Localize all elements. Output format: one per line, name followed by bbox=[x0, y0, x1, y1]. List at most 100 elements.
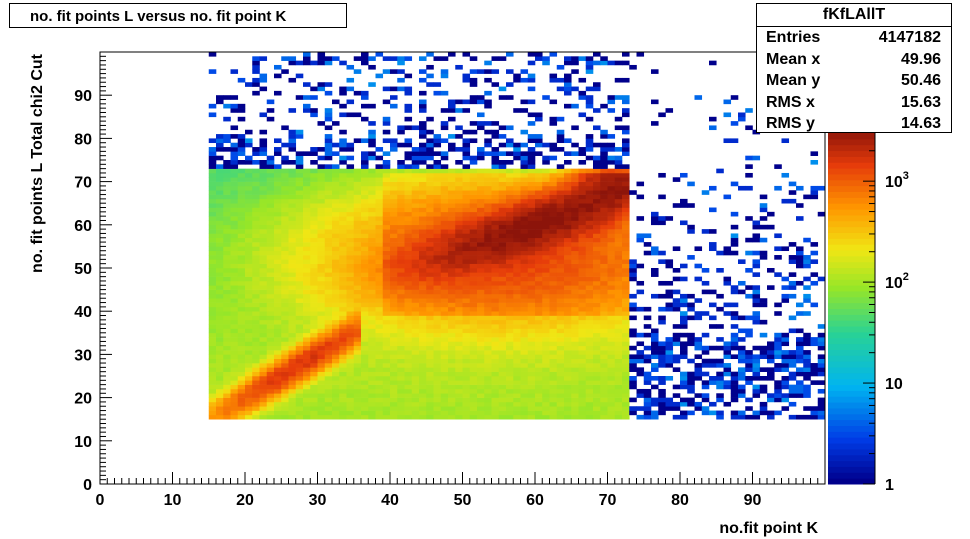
heatmap-cell bbox=[491, 276, 500, 282]
heatmap-cell bbox=[361, 350, 369, 355]
heatmap-cell bbox=[390, 255, 398, 260]
heatmap-cell bbox=[230, 319, 239, 325]
heatmap-cell bbox=[382, 99, 391, 105]
heatmap-cell bbox=[440, 172, 449, 178]
heatmap-cell bbox=[404, 224, 413, 230]
heatmap-cell bbox=[419, 216, 427, 221]
heatmap-cell bbox=[455, 207, 463, 213]
heatmap-cell bbox=[578, 289, 587, 295]
heatmap-cell bbox=[208, 185, 217, 191]
heatmap-cell bbox=[252, 190, 260, 195]
heatmap-cell bbox=[593, 293, 601, 299]
heatmap-cell bbox=[208, 280, 217, 286]
heatmap-cell bbox=[332, 280, 340, 286]
heatmap-cell bbox=[274, 406, 282, 411]
heatmap-cell bbox=[274, 190, 282, 195]
heatmap-cell bbox=[295, 164, 304, 169]
heatmap-cell bbox=[556, 337, 565, 342]
heatmap-cell bbox=[230, 324, 239, 329]
heatmap-cell bbox=[259, 203, 268, 208]
heatmap-cell bbox=[810, 185, 819, 191]
heatmap-cell bbox=[237, 246, 246, 252]
heatmap-cell bbox=[368, 393, 376, 398]
heatmap-cell bbox=[404, 315, 413, 321]
heatmap-cell bbox=[230, 388, 239, 394]
heatmap-cell bbox=[803, 259, 811, 264]
heatmap-cell bbox=[339, 216, 347, 221]
heatmap-cell bbox=[433, 203, 442, 208]
heatmap-cell bbox=[295, 190, 304, 195]
heatmap-cell bbox=[614, 276, 623, 282]
heatmap-cell bbox=[346, 371, 355, 377]
heatmap-cell bbox=[295, 185, 304, 191]
heatmap-cell bbox=[491, 263, 500, 269]
heatmap-cell bbox=[709, 363, 717, 368]
heatmap-cell bbox=[230, 203, 239, 208]
heatmap-cell bbox=[564, 276, 572, 282]
heatmap-cell bbox=[303, 181, 311, 187]
heatmap-cell bbox=[723, 384, 732, 390]
heatmap-cell bbox=[680, 263, 688, 269]
heatmap-cell bbox=[411, 268, 420, 273]
heatmap-cell bbox=[252, 246, 260, 252]
heatmap-cell bbox=[426, 190, 434, 195]
heatmap-cell bbox=[303, 358, 311, 364]
heatmap-cell bbox=[245, 272, 253, 277]
heatmap-cell bbox=[803, 341, 811, 347]
heatmap-cell bbox=[520, 272, 529, 277]
heatmap-cell bbox=[310, 354, 318, 360]
heatmap-cell bbox=[295, 354, 304, 360]
heatmap-cell bbox=[216, 246, 224, 252]
heatmap-cell bbox=[208, 138, 217, 144]
heatmap-cell bbox=[426, 414, 434, 420]
heatmap-cell bbox=[455, 220, 463, 226]
heatmap-cell bbox=[266, 293, 275, 299]
heatmap-cell bbox=[281, 306, 289, 312]
heatmap-cell bbox=[600, 172, 608, 178]
heatmap-cell bbox=[578, 341, 587, 347]
heatmap-cell bbox=[513, 250, 521, 256]
heatmap-cell bbox=[571, 151, 579, 156]
heatmap-cell bbox=[484, 190, 492, 195]
heatmap-cell bbox=[600, 293, 608, 299]
heatmap-cell bbox=[303, 315, 311, 321]
heatmap-cell bbox=[759, 367, 768, 372]
heatmap-cell bbox=[752, 259, 761, 264]
heatmap-cell bbox=[593, 272, 601, 277]
heatmap-cell bbox=[462, 384, 471, 390]
heatmap-cell bbox=[462, 164, 471, 169]
heatmap-cell bbox=[607, 393, 616, 398]
heatmap-cell bbox=[622, 354, 630, 360]
heatmap-cell bbox=[578, 354, 587, 360]
heatmap-cell bbox=[361, 151, 369, 156]
heatmap-cell bbox=[455, 367, 463, 372]
heatmap-cell bbox=[455, 289, 463, 295]
heatmap-cell bbox=[440, 276, 449, 282]
heatmap-cell bbox=[339, 393, 347, 398]
heatmap-cell bbox=[237, 259, 246, 264]
heatmap-cell bbox=[593, 332, 601, 338]
heatmap-cell bbox=[520, 142, 529, 148]
heatmap-cell bbox=[513, 172, 521, 178]
heatmap-cell bbox=[549, 393, 558, 398]
heatmap-cell bbox=[433, 350, 442, 355]
heatmap-cell bbox=[216, 414, 224, 420]
heatmap-cell bbox=[593, 401, 601, 407]
heatmap-cell bbox=[593, 246, 601, 252]
heatmap-cell bbox=[810, 280, 819, 286]
heatmap-cell bbox=[245, 194, 253, 200]
heatmap-cell bbox=[324, 363, 333, 368]
heatmap-cell bbox=[223, 298, 231, 303]
heatmap-cell bbox=[303, 380, 311, 385]
palette-swatch bbox=[828, 331, 875, 339]
heatmap-cell bbox=[419, 129, 427, 135]
heatmap-cell bbox=[665, 289, 674, 295]
heatmap-cell bbox=[527, 164, 536, 169]
heatmap-cell bbox=[440, 185, 449, 191]
heatmap-cell bbox=[404, 397, 413, 403]
heatmap-cell bbox=[404, 255, 413, 260]
heatmap-cell bbox=[491, 285, 500, 290]
heatmap-cell bbox=[484, 311, 492, 316]
heatmap-cell bbox=[390, 211, 398, 217]
heatmap-cell bbox=[585, 116, 594, 122]
